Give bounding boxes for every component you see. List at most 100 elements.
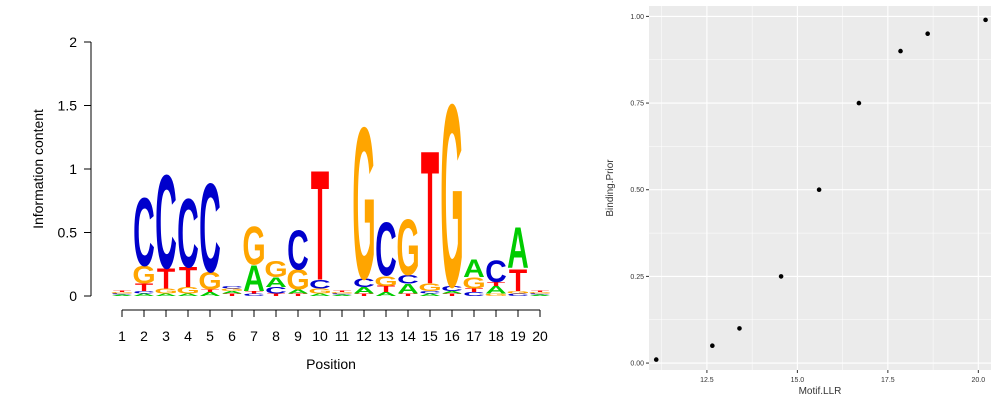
logo-letter-A: A <box>331 294 353 296</box>
scatter-x-tick-label: 15.0 <box>791 377 805 384</box>
logo-letter-C: C <box>309 277 331 291</box>
logo-letter-C: C <box>375 209 397 293</box>
logo-letter-C: C <box>507 293 529 297</box>
logo-y-ticks: 0 0.5 1 1.5 2 <box>58 34 91 304</box>
scatter-point <box>983 17 988 23</box>
logo-x-tick-label: 9 <box>294 328 302 344</box>
logo-letter-T: T <box>531 291 549 293</box>
logo-letter-T: T <box>179 263 198 294</box>
logo-letter-G: G <box>352 82 375 324</box>
logo-letter-A: A <box>133 293 155 297</box>
logo-letter-A: A <box>419 293 441 297</box>
logo-x-tick-label: 1 <box>118 328 126 344</box>
logo-x-tick-label: 2 <box>140 328 148 344</box>
logo-letter-T: T <box>509 262 527 298</box>
logo-y-tick-label: 1.5 <box>58 98 78 114</box>
logo-x-tick-label: 19 <box>510 328 526 344</box>
scatter-y-tick-label: 1.00 <box>630 14 644 21</box>
logo-y-axis: 0 0.5 1 1.5 2 Information content <box>30 34 92 304</box>
logo-x-tick-label: 15 <box>422 328 438 344</box>
logo-x-tick-label: 20 <box>532 328 548 344</box>
logo-letter-C: C <box>419 290 441 294</box>
logo-letter-G: G <box>286 265 309 296</box>
logo-letter-C: C <box>397 272 419 286</box>
logo-letter-G: G <box>154 287 177 295</box>
logo-letter-C: C <box>199 156 221 299</box>
scatter-point <box>898 48 903 54</box>
scatter-x-tick-label: 20.0 <box>972 377 986 384</box>
logo-letter-G: G <box>308 287 331 295</box>
logo-x-tick-label: 8 <box>272 328 280 344</box>
logo-letter-G: G <box>440 51 463 342</box>
logo-letter-G: G <box>264 256 287 282</box>
logo-y-tick-label: 1 <box>69 161 77 177</box>
logo-letter-C: C <box>485 253 507 289</box>
logo-x-tick-label: 3 <box>162 328 170 344</box>
scatter-x-axis: 12.5 15.0 17.5 20.0 Motif.LLR <box>700 370 985 397</box>
logo-letter-A: A <box>177 293 199 297</box>
scatter-x-tick-label: 17.5 <box>881 377 895 384</box>
logo-letter-A: A <box>375 291 397 297</box>
scatter-point <box>737 326 742 331</box>
logo-letter-T: T <box>223 293 241 297</box>
logo-letter-G: G <box>110 292 133 294</box>
logo-x-tick-label: 13 <box>378 328 394 344</box>
logo-letter-C: C <box>529 293 551 295</box>
logo-x-tick-label: 10 <box>312 328 328 344</box>
logo-letter-G: G <box>528 292 551 294</box>
logo-letter-A: A <box>265 274 287 290</box>
scatter-y-axis: 0.00 0.25 0.50 0.75 1.00 Binding.Prior <box>605 14 649 368</box>
logo-y-axis-label: Information content <box>30 109 46 229</box>
logo-letter-T: T <box>113 291 131 293</box>
logo-x-tick-label: 4 <box>184 328 192 344</box>
logo-letter-C: C <box>177 179 199 289</box>
logo-letter-A: A <box>397 281 419 297</box>
logo-x-tick-label: 18 <box>488 328 504 344</box>
logo-letter-T: T <box>311 138 329 313</box>
logo-x-tick-label: 17 <box>466 328 482 344</box>
logo-letter-A: A <box>485 284 507 296</box>
logo-letter-G: G <box>198 267 221 295</box>
logo-letter-T: T <box>245 290 263 294</box>
logo-letter-A: A <box>353 285 375 295</box>
scatter-y-tick-label: 0.00 <box>630 361 644 368</box>
logo-letter-T: T <box>399 293 417 297</box>
logo-letter-C: C <box>111 293 133 295</box>
logo-letter-C: C <box>265 285 287 295</box>
logo-letter-C: C <box>463 291 485 297</box>
logo-letter-T: T <box>289 293 307 297</box>
logo-letter-A: A <box>221 290 243 294</box>
logo-letter-T: T <box>465 288 483 294</box>
scatter-y-tick-label: 0.50 <box>630 187 644 194</box>
logo-letter-T: T <box>267 293 285 297</box>
logo-x-tick-label: 11 <box>335 328 350 344</box>
logo-letter-A: A <box>111 294 133 296</box>
logo-x-tick-label: 16 <box>444 328 460 344</box>
logo-letter-G: G <box>506 290 529 294</box>
logo-letter-A: A <box>155 293 177 297</box>
logo-letter-C: C <box>221 285 243 289</box>
scatter-point <box>653 357 659 362</box>
scatter-x-axis-label: Motif.LLR <box>799 386 842 397</box>
logo-letter-C: C <box>155 147 177 297</box>
logo-x-axis: 1 2 3 4 5 6 7 8 9 10 11 12 13 14 15 16 17 18 19 20 Position <box>118 309 548 372</box>
logo-letter-A: A <box>507 215 529 280</box>
logo-letter-A: A <box>243 258 265 300</box>
scatter-y-axis-label: Binding.Prior <box>605 159 616 217</box>
scatter-point <box>925 31 930 37</box>
logo-letter-G: G <box>330 292 353 294</box>
logo-letter-G: G <box>220 288 243 292</box>
logo-letter-C: C <box>133 290 155 294</box>
logo-letter-T: T <box>201 289 219 293</box>
scatter-x-tick-label: 12.5 <box>700 377 714 384</box>
scatter-point <box>816 187 822 193</box>
logo-letter-A: A <box>529 294 551 296</box>
scatter-y-tick-label: 0.75 <box>630 101 644 108</box>
logo-letter-A: A <box>441 290 463 294</box>
scatter-x-ticks: 12.5 15.0 17.5 20.0 <box>700 370 985 384</box>
logo-x-tick-label: 7 <box>250 328 258 344</box>
logo-x-tick-label: 12 <box>356 328 372 344</box>
scatter-y-ticks: 0.00 0.25 0.50 0.75 1.00 <box>630 14 649 368</box>
